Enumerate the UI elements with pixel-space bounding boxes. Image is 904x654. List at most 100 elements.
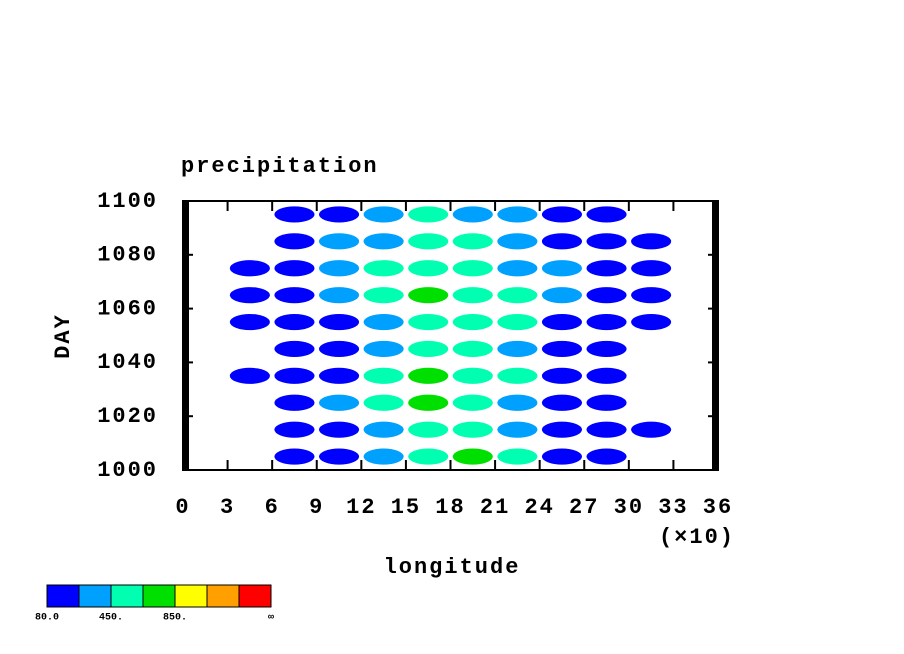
field-cell <box>229 287 270 304</box>
field-cell <box>452 206 493 223</box>
field-cell <box>497 313 538 331</box>
y-tick-label: 1080 <box>97 243 158 268</box>
x-tick-label: 36 <box>703 495 733 520</box>
x-tick-label: 24 <box>524 495 554 520</box>
field-cell <box>631 233 672 250</box>
field-cell <box>586 448 627 465</box>
field-cell <box>408 287 449 304</box>
field-cell <box>408 448 449 465</box>
field-cell <box>497 260 538 277</box>
field-cell <box>318 421 360 438</box>
x-tick-label: 18 <box>435 495 465 520</box>
field-cell <box>363 421 404 438</box>
field-cell <box>497 287 538 304</box>
y-tick-label: 1040 <box>97 350 158 375</box>
field-cell <box>541 421 583 438</box>
field-cell <box>408 313 449 331</box>
x-multiplier: (×10) <box>659 525 735 550</box>
field-cell <box>497 448 538 465</box>
field-cell <box>274 421 315 438</box>
field-cell <box>452 313 493 331</box>
field-cell <box>318 287 360 304</box>
field-cell <box>408 340 449 358</box>
field-cell <box>452 340 493 358</box>
field-cell <box>586 367 627 384</box>
field-cell <box>363 260 404 277</box>
colorbar-swatch <box>110 584 144 608</box>
field-cell <box>363 394 404 411</box>
field-cell <box>229 313 270 331</box>
field-cell <box>452 287 493 304</box>
field-cell <box>541 233 583 250</box>
field-cell <box>497 206 538 223</box>
field-cell <box>229 260 270 277</box>
field-cell <box>631 313 672 331</box>
field-cell <box>586 421 627 438</box>
field-cell <box>586 340 627 358</box>
field-cell <box>631 287 672 304</box>
field-cell <box>541 448 583 465</box>
colorbar-swatch <box>142 584 176 608</box>
field-cell <box>318 260 360 277</box>
x-tick-label: 33 <box>658 495 688 520</box>
colorbar-label: ∞ <box>268 613 274 624</box>
field-cell <box>541 260 583 277</box>
field-cell <box>318 367 360 384</box>
field-cell <box>452 421 493 438</box>
y-tick-label: 1060 <box>97 296 158 321</box>
field-cell <box>274 367 315 384</box>
colorbar-label: 80.0 <box>35 613 59 624</box>
field-cell <box>318 206 360 223</box>
field-cell <box>541 340 583 358</box>
colorbar-swatch <box>174 584 208 608</box>
field-cell <box>452 394 493 411</box>
field-cell <box>408 233 449 250</box>
field-cell <box>274 287 315 304</box>
field-cell <box>452 367 493 384</box>
field-cell <box>541 394 583 411</box>
field-cell <box>318 233 360 250</box>
x-tick-label: 3 <box>220 495 235 520</box>
field-cell <box>631 421 672 438</box>
field-cell <box>318 313 360 331</box>
field-cell <box>452 233 493 250</box>
y-tick-label: 1100 <box>97 189 158 214</box>
edge-strip <box>712 201 718 470</box>
field-cell <box>541 287 583 304</box>
field-cell <box>631 260 672 277</box>
field-cell <box>363 340 404 358</box>
y-tick-label: 1000 <box>97 458 158 483</box>
field-cell <box>408 394 449 411</box>
field-cell <box>497 233 538 250</box>
field-cell <box>586 287 627 304</box>
colorbar-label: 850. <box>163 613 187 624</box>
field-cell <box>274 260 315 277</box>
field-cell <box>363 233 404 250</box>
x-tick-label: 15 <box>391 495 421 520</box>
field-cell <box>274 233 315 250</box>
field-cell <box>318 394 360 411</box>
field-cell <box>318 340 360 358</box>
field-cell <box>586 260 627 277</box>
x-tick-label: 27 <box>569 495 599 520</box>
edge-strip <box>183 201 189 470</box>
colorbar-label: 450. <box>99 613 123 624</box>
field-cell <box>452 448 493 465</box>
field-cell <box>274 206 315 223</box>
field-cell <box>408 421 449 438</box>
x-tick-label: 6 <box>265 495 280 520</box>
chart-title: precipitation <box>181 154 379 179</box>
field-cell <box>408 367 449 384</box>
x-tick-label: 0 <box>175 495 190 520</box>
x-tick-label: 9 <box>309 495 324 520</box>
field-cell <box>274 313 315 331</box>
field-cell <box>452 260 493 277</box>
y-axis-label: DAY <box>51 313 76 359</box>
colorbar-swatch <box>206 584 240 608</box>
field-cell <box>274 448 315 465</box>
field-cell <box>318 448 360 465</box>
x-tick-label: 12 <box>346 495 376 520</box>
field-cell <box>363 287 404 304</box>
field-cell <box>363 206 404 223</box>
colorbar-swatch <box>238 584 272 608</box>
